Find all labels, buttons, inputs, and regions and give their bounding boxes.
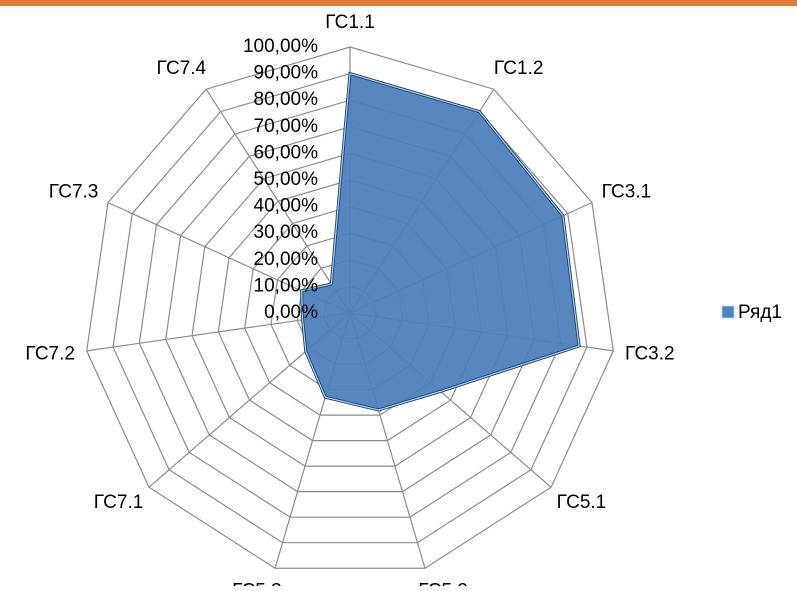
category-label: ГС7.2 <box>25 343 75 364</box>
y-tick-label: 60,00% <box>254 142 319 163</box>
y-tick-label: 50,00% <box>254 169 319 190</box>
top-bar <box>0 0 797 6</box>
y-tick-label: 0,00% <box>264 302 318 323</box>
y-tick-label: 20,00% <box>254 249 319 270</box>
plot <box>300 71 581 412</box>
legend-label: Ряд1 <box>738 302 782 323</box>
series-highlight <box>300 72 580 411</box>
category-label: ГС1.2 <box>494 58 544 79</box>
category-label: ГС7.1 <box>94 492 144 513</box>
category-label: ГС5.2 <box>418 580 468 586</box>
y-tick-label: 90,00% <box>254 63 319 84</box>
y-tick-label: 80,00% <box>254 89 319 110</box>
y-tick-label: 10,00% <box>254 275 319 296</box>
category-label: ГС5.1 <box>557 492 607 513</box>
category-label: ГС3.1 <box>602 182 652 203</box>
category-label: ГС1.1 <box>325 12 375 33</box>
category-label: ГС5.3 <box>232 580 282 586</box>
y-tick-label: 70,00% <box>254 116 319 137</box>
y-tick-label: 100,00% <box>243 36 318 57</box>
grid-ring <box>112 72 588 544</box>
y-tick-label: 30,00% <box>254 222 319 243</box>
category-label: ГС7.4 <box>157 58 207 79</box>
category-label: ГС3.2 <box>625 343 675 364</box>
grid-ring <box>86 46 614 569</box>
spoke <box>205 88 351 314</box>
y-tick-label: 40,00% <box>254 196 319 217</box>
legend-swatch <box>721 305 735 319</box>
category-label: ГС7.3 <box>49 182 99 203</box>
